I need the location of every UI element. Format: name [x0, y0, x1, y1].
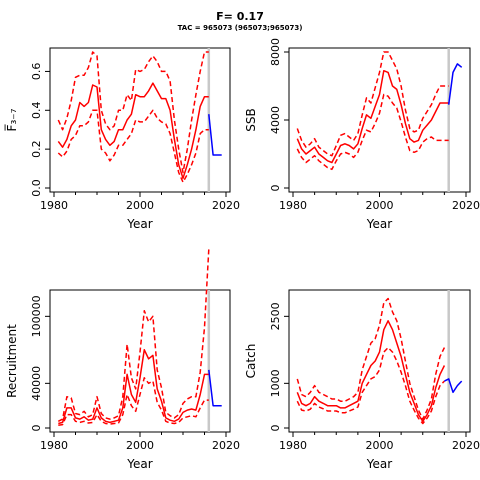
figure-subtitle: TAC = 965073 (965073;965073) [177, 24, 303, 32]
panel-4-series-projection [444, 378, 463, 394]
panel-2-x-axis-label: Year [366, 217, 392, 231]
panel-4-x-tick-label: 1980 [279, 439, 307, 452]
panel-1-frame [49, 47, 231, 193]
panel-1-series-lower [57, 109, 209, 183]
panel-1-series-upper [57, 51, 209, 174]
panel-3-series-upper [57, 249, 210, 422]
panel-2-x-tick-label: 1980 [279, 199, 307, 212]
panel-2-series-upper [296, 51, 449, 157]
panel-3-x-axis-label: Year [126, 457, 152, 471]
panel-1-series-estimate [57, 82, 209, 180]
panel-1-x-tick-label: 2000 [126, 199, 154, 212]
panel-4-x-tick-label: 2000 [366, 439, 394, 452]
panel-4-y-tick-label: 2500 [269, 302, 282, 330]
panel-2-x-tick-label: 2020 [452, 199, 480, 212]
panel-4-x-axis-label: Year [366, 457, 392, 471]
panel-3-y-tick-label: 0 [30, 425, 43, 432]
panel-4-x-tick-label: 2020 [452, 439, 480, 452]
panel-2-series-projection [447, 63, 463, 105]
panel-2-x-tick-label: 2000 [366, 199, 394, 212]
panel-1-x-tick-label: 1980 [40, 199, 68, 212]
panel-3-x-tick-label: 1980 [40, 439, 68, 452]
panel-3-y-tick-label: 100000 [30, 295, 43, 337]
panel-2-y-tick-label: 4000 [269, 106, 282, 134]
panel-3-y-axis-label: Recruitment [5, 324, 19, 398]
panel-3-series-projection [208, 369, 222, 407]
panel-2-series-lower [296, 93, 449, 171]
panel-3-frame [49, 289, 231, 433]
panel-4-y-axis-label: Catch [244, 344, 258, 379]
panel-3-x-tick-label: 2000 [126, 439, 154, 452]
panel-4-y-tick-label: 0 [269, 425, 282, 432]
panel-3-series-lower [58, 377, 209, 426]
panel-2-y-tick-label: 0 [269, 185, 282, 192]
panel-4-series-lower [296, 346, 445, 425]
panel-1-y-axis-label: F̅₃₋₇ [4, 108, 19, 131]
panel-1-x-axis-label: Year [126, 217, 152, 231]
panel-1-y-tick-label: 0.2 [30, 140, 43, 158]
panel-2-series-estimate [296, 69, 449, 164]
panel-4-series-estimate [296, 320, 446, 423]
panel-2-frame [288, 47, 471, 193]
panel-3-x-tick-label: 2020 [212, 439, 240, 452]
panel-4-frame [288, 289, 471, 433]
panel-2-y-axis-label: SSB [244, 108, 258, 131]
panel-3-y-tick-label: 40000 [30, 366, 43, 401]
panel-1-y-tick-label: 0.4 [30, 102, 43, 120]
panel-1-x-tick-label: 2020 [212, 199, 240, 212]
panel-1-series-projection [208, 114, 222, 156]
panel-4-y-tick-label: 1000 [269, 369, 282, 397]
figure-title: F= 0.17 [216, 10, 264, 23]
panel-4-series-upper [296, 297, 446, 420]
panel-3-series-estimate [58, 349, 209, 425]
panel-1-y-tick-label: 0.0 [30, 179, 43, 197]
panel-2-y-tick-label: 8000 [269, 38, 282, 66]
panel-1-y-tick-label: 0.6 [30, 63, 43, 81]
